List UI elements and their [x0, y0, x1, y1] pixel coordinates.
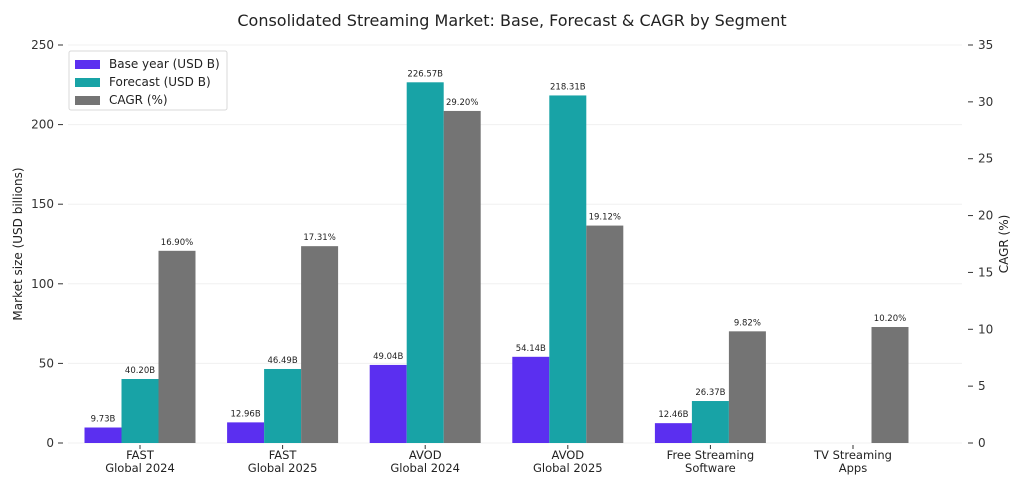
grid-lines [68, 44, 962, 444]
data-label: 19.12% [589, 213, 621, 223]
data-label: 26.37B [695, 388, 725, 398]
data-label: 9.82% [734, 318, 761, 328]
y2-tick-label: 20 [978, 209, 993, 223]
bar [549, 95, 587, 444]
x-tick-label: Global 2025 [533, 461, 603, 475]
y2-tick-label: 5 [978, 379, 986, 393]
y2-tick-label: 30 [978, 95, 993, 109]
x-tick-label: AVOD [551, 448, 584, 462]
chart-title: Consolidated Streaming Market: Base, For… [237, 11, 786, 30]
y-tick-label: 0 [46, 436, 54, 450]
bar [301, 246, 339, 443]
bar [691, 401, 729, 443]
bar [871, 327, 909, 443]
y2-axis-label: CAGR (%) [997, 215, 1011, 274]
data-label: 226.57B [407, 69, 443, 79]
data-label: 9.73B [91, 415, 116, 425]
bar [728, 331, 766, 443]
x-tick-label: Apps [839, 461, 867, 475]
x-tick-label: Global 2024 [390, 461, 460, 475]
y-tick-label: 150 [31, 197, 54, 211]
legend-swatch [75, 60, 100, 69]
y2-tick-label: 0 [978, 436, 986, 450]
data-label: 29.20% [446, 98, 478, 108]
y-tick-label: 200 [31, 118, 54, 132]
data-label: 10.20% [874, 314, 906, 324]
y-tick-label: 50 [39, 356, 54, 370]
y2-tick-label: 10 [978, 322, 993, 336]
y-tick-label: 250 [31, 38, 54, 52]
legend: Base year (USD B) Forecast (USD B) CAGR (%… [68, 50, 228, 111]
bar [586, 225, 624, 443]
bar [84, 427, 122, 443]
bar [264, 368, 302, 443]
bar [369, 364, 407, 443]
legend-box [68, 50, 228, 111]
left-y-axis: 0 50 100 150 200 250 [31, 38, 63, 450]
x-tick-label: Software [685, 461, 736, 475]
data-label: 218.31B [550, 82, 586, 92]
data-label: 17.31% [303, 233, 335, 243]
bar [406, 82, 444, 443]
legend-label: Base year (USD B) [109, 57, 220, 71]
y-tick-label: 100 [31, 277, 54, 291]
data-label: 46.49B [268, 356, 298, 366]
x-tick-label: AVOD [409, 448, 442, 462]
bar [443, 110, 481, 443]
data-label: 54.14B [516, 344, 546, 354]
legend-label: Forecast (USD B) [109, 75, 211, 89]
data-label: 12.46B [658, 410, 688, 420]
bar [512, 356, 550, 443]
x-tick-label: Free Streaming [667, 448, 754, 462]
y2-tick-label: 35 [978, 38, 993, 52]
data-labels: 9.73B 12.96B 49.04B 54.14B 12.46B 40.20B 46.49… [91, 69, 907, 424]
data-label: 16.90% [161, 238, 193, 248]
x-tick-label: TV Streaming [813, 448, 892, 462]
x-tick-label: FAST [126, 448, 155, 462]
legend-swatch [75, 78, 100, 87]
bar [227, 422, 265, 443]
data-label: 49.04B [373, 352, 403, 362]
bars [84, 82, 909, 444]
x-tick-label: FAST [269, 448, 298, 462]
legend-label: CAGR (%) [109, 93, 168, 107]
bar [654, 423, 692, 443]
legend-swatch [75, 96, 100, 105]
data-label: 40.20B [125, 366, 155, 376]
y-axis-label: Market size (USD billions) [11, 167, 25, 320]
right-y-axis: 0 5 10 15 20 25 30 35 [968, 38, 993, 450]
x-tick-label: Global 2025 [248, 461, 318, 475]
y2-tick-label: 15 [978, 265, 993, 279]
bar [158, 250, 196, 443]
y2-tick-label: 25 [978, 152, 993, 166]
bar [121, 379, 159, 443]
data-label: 12.96B [231, 409, 261, 419]
x-tick-label: Global 2024 [105, 461, 175, 475]
